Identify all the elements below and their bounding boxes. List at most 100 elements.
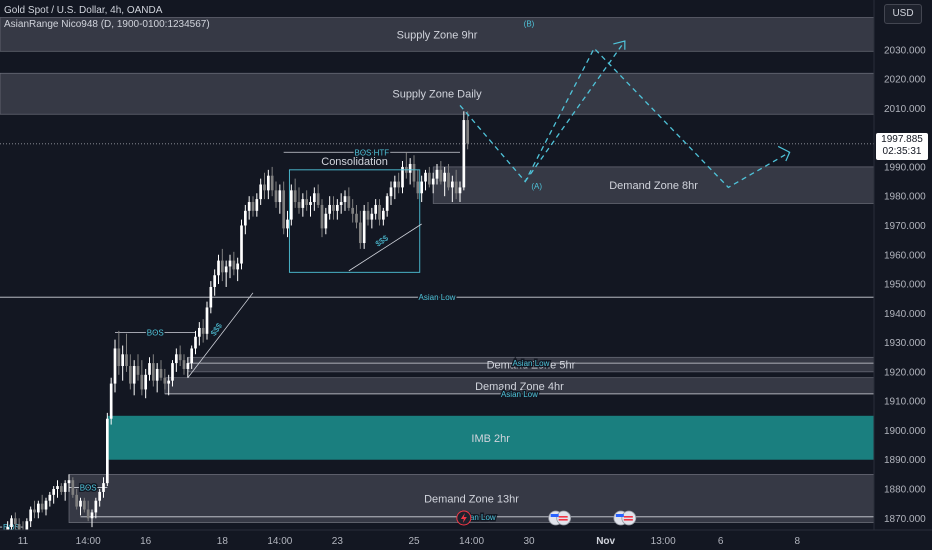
candle-body [117, 348, 121, 367]
flag-stripe [558, 519, 568, 521]
time-tick-label: 14:00 [267, 536, 292, 547]
candle-body [366, 210, 370, 220]
level-label: Asian Low [512, 359, 549, 368]
candles-layer [6, 111, 470, 542]
candle-body [462, 120, 466, 188]
flag-icon[interactable] [613, 510, 637, 526]
candle-body [439, 169, 443, 182]
wave-label: (B) [524, 19, 535, 28]
flag-stripe [550, 514, 559, 517]
candle-body [347, 196, 351, 208]
zone-rect [107, 415, 875, 460]
candle-body [75, 494, 79, 507]
candle-body [362, 210, 366, 244]
candle-body [228, 260, 232, 267]
zone-label: Supply Zone 9hr [397, 29, 478, 41]
candle-body [358, 222, 362, 244]
candle-body [79, 500, 82, 507]
candle-body [94, 500, 98, 513]
candle-body [335, 204, 339, 211]
candle-body [82, 500, 86, 510]
candle-body [466, 120, 470, 144]
time-axis-panel[interactable] [0, 530, 932, 550]
zone-rect [0, 72, 875, 115]
candle-body [316, 193, 320, 205]
candle-body [431, 178, 435, 185]
candle-body [29, 509, 33, 522]
candle-body [274, 190, 278, 203]
candle-body [443, 172, 447, 182]
flag-stripe [623, 516, 633, 518]
flag-stripe [558, 516, 568, 518]
candle-body [209, 286, 213, 308]
candle-body [36, 503, 40, 513]
candle-body [171, 363, 174, 381]
time-tick-label: 16 [140, 536, 152, 547]
candle-body [136, 366, 140, 375]
price-tick-label: 1890.000 [884, 455, 926, 466]
current-price-tag: 1997.885 02:35:31 [876, 133, 928, 160]
price-tick-label: 1870.000 [884, 514, 926, 525]
candle-body [458, 187, 462, 194]
candle-body [420, 181, 424, 194]
candle-body [251, 202, 255, 211]
lightning-icon[interactable] [456, 510, 472, 526]
event-markers[interactable] [456, 510, 637, 526]
candle-body [370, 213, 374, 220]
price-tick-label: 2010.000 [884, 104, 926, 115]
price-tick-label: 1880.000 [884, 485, 926, 496]
price-tick-label: 1950.000 [884, 280, 926, 291]
candle-body [301, 199, 305, 208]
time-tick-label: 6 [718, 536, 724, 547]
candle-body [293, 190, 297, 203]
projection-path [459, 47, 790, 189]
time-tick-label: 18 [217, 536, 229, 547]
candle-body [408, 163, 412, 173]
price-axis[interactable]: 2030.000 2020.000 2010.000 1990.000 1980.000… [884, 45, 926, 525]
candle-body [332, 204, 335, 211]
price-tick-label: 1920.000 [884, 367, 926, 378]
candle-body [454, 181, 458, 194]
time-tick-label: 23 [332, 536, 344, 547]
zone-label: Demand Zone 4hr [475, 381, 564, 393]
candle-body [98, 491, 102, 501]
candle-body [343, 196, 347, 203]
candle-body [128, 366, 132, 384]
candle-body [339, 202, 343, 205]
flag-circle [621, 510, 637, 526]
zone-label: Demand Zone 8hr [609, 180, 698, 192]
candle-body [48, 494, 52, 501]
candle-body [109, 383, 113, 419]
candle-body [102, 483, 105, 492]
candle-body [148, 363, 151, 375]
price-axis-panel[interactable] [874, 0, 932, 530]
candle-body [240, 225, 243, 264]
symbol-title[interactable]: Gold Spot / U.S. Dollar, 4h, OANDA [4, 5, 163, 16]
annotations-layer: Consolidation$$$$$$(B)(A) [187, 19, 791, 378]
candle-body [435, 169, 439, 179]
candle-body [67, 480, 71, 484]
candle-body [90, 512, 94, 519]
candle-body [159, 368, 163, 378]
candle-body [86, 509, 90, 519]
candle-body [309, 202, 312, 205]
consolidation-box [288, 169, 421, 273]
indicator-title[interactable]: AsianRange Nico948 (D, 1900-0100:1234567… [4, 19, 210, 30]
candle-body [201, 327, 205, 334]
candle-body [182, 360, 186, 369]
candle-body [121, 354, 125, 367]
candle-body [243, 210, 247, 226]
candle-body [305, 199, 309, 205]
zone-label: Demand Zone 5hr [487, 360, 576, 372]
time-axis[interactable]: 11 14:00 16 18 14:00 23 25 14:00 30 Nov 13:00 6 8 [18, 536, 801, 547]
currency-button[interactable]: USD [884, 4, 922, 24]
candle-body [416, 181, 420, 194]
candle-body [312, 193, 316, 203]
level-label: BOS [147, 328, 164, 337]
flag-icon[interactable] [548, 510, 572, 526]
candle-body [247, 202, 251, 211]
price-tick-label: 1960.000 [884, 250, 926, 261]
flag-stripe [615, 514, 624, 517]
candle-body [63, 483, 67, 492]
